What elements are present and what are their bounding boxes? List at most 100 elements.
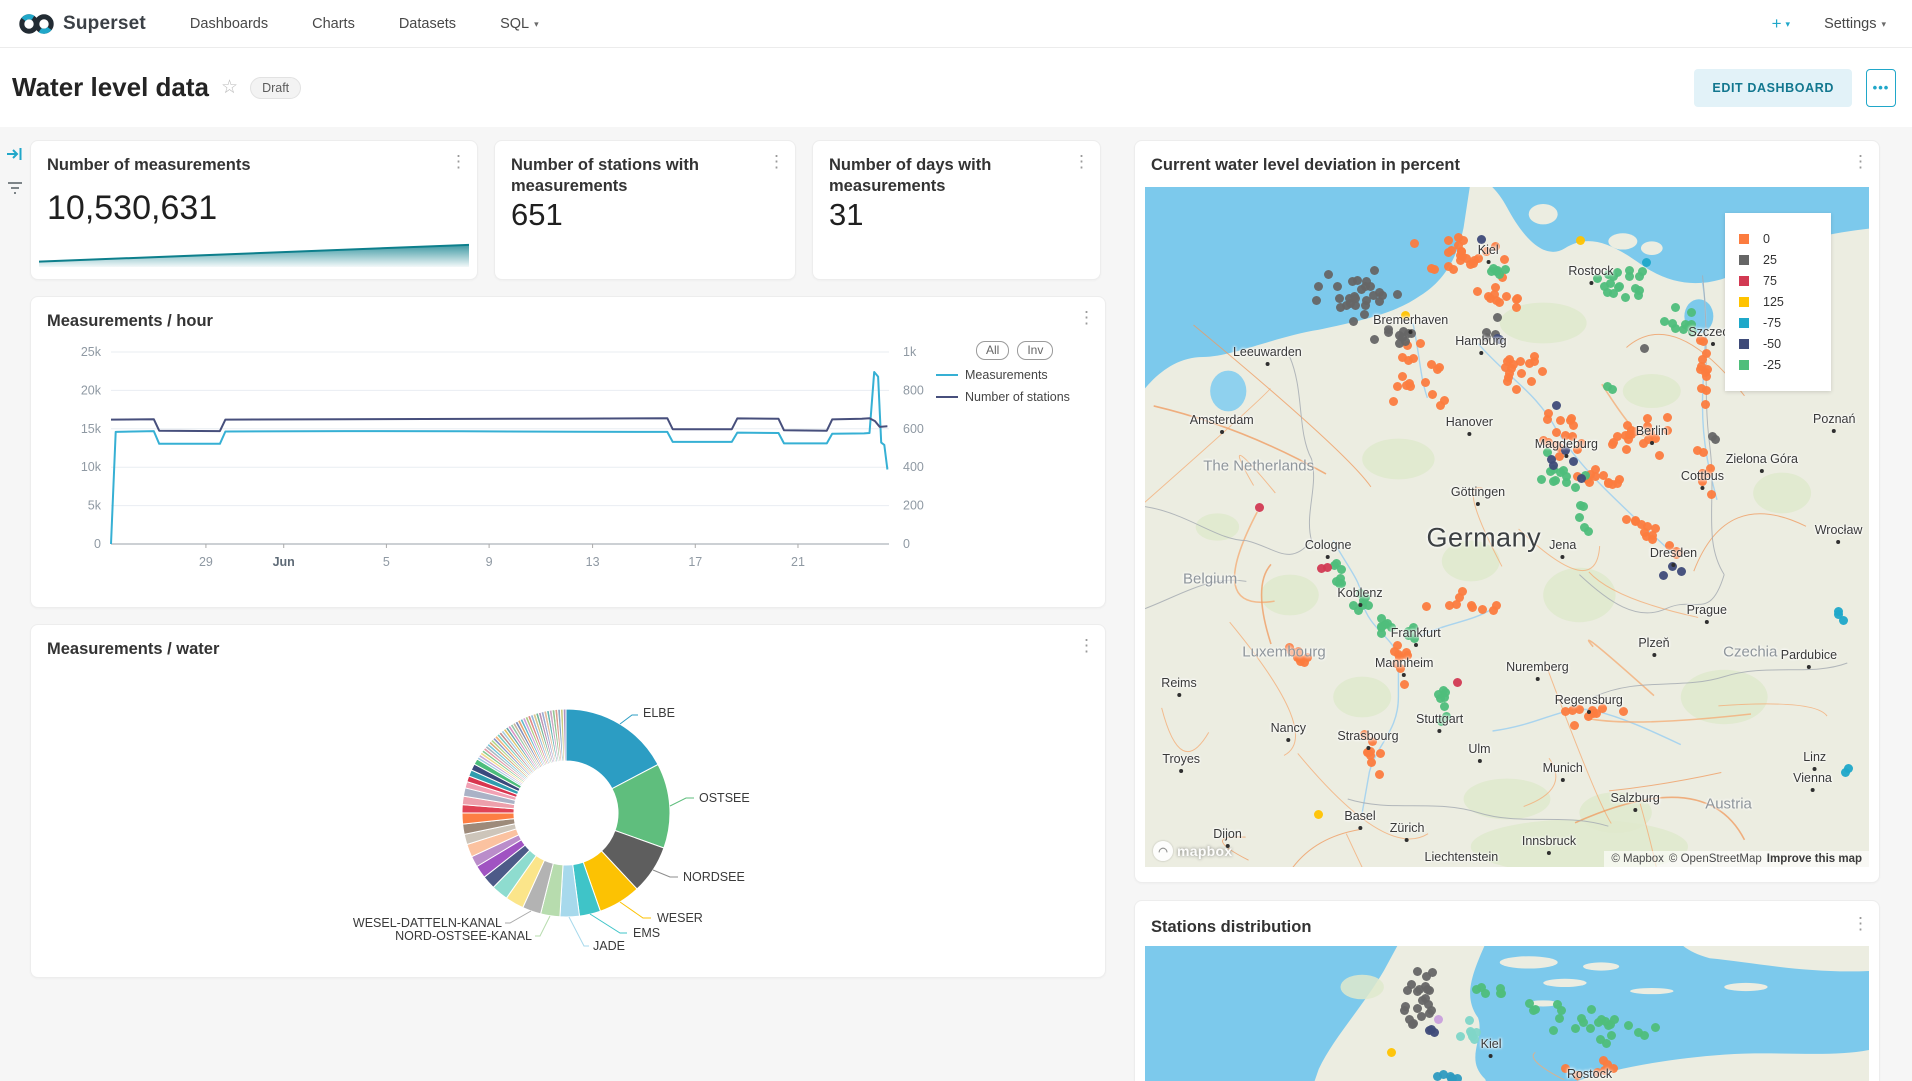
station-dot bbox=[1570, 720, 1580, 730]
filter-funnel-icon[interactable] bbox=[6, 180, 24, 196]
card-menu-kebab-icon[interactable]: ⋮ bbox=[1078, 308, 1095, 327]
map-base-layer bbox=[1145, 946, 1869, 1081]
donut-label-elbe: ELBE bbox=[643, 706, 675, 720]
svg-text:21: 21 bbox=[791, 555, 805, 569]
station-dot bbox=[1482, 332, 1492, 342]
station-dot bbox=[1500, 255, 1510, 265]
station-dot bbox=[1400, 679, 1410, 689]
station-dot bbox=[1336, 302, 1346, 312]
station-dot bbox=[1421, 972, 1431, 982]
legend-value: 0 bbox=[1763, 232, 1770, 246]
station-dot bbox=[1395, 338, 1405, 348]
station-dot bbox=[1336, 574, 1346, 584]
expand-filter-bar-icon[interactable] bbox=[6, 146, 24, 162]
more-options-button[interactable]: ••• bbox=[1866, 68, 1896, 107]
card-menu-kebab-icon[interactable]: ⋮ bbox=[1852, 914, 1869, 933]
donut-slice[interactable] bbox=[562, 708, 567, 762]
station-dot bbox=[1360, 309, 1370, 319]
station-dot bbox=[1697, 384, 1707, 394]
header-actions: EDIT DASHBOARD ••• bbox=[1694, 68, 1896, 107]
station-dot bbox=[1650, 1022, 1660, 1032]
station-dot bbox=[1600, 1065, 1610, 1075]
mapbox-logo-icon: ◠ bbox=[1153, 841, 1173, 861]
caret-down-icon: ▾ bbox=[1881, 19, 1886, 29]
attribution-mapbox[interactable]: © Mapbox bbox=[1611, 853, 1664, 865]
station-dot bbox=[1554, 452, 1564, 462]
station-dot bbox=[1480, 988, 1490, 998]
station-dot bbox=[1495, 269, 1505, 279]
kpi-card-stations: Number of stations with measurements ⋮ 6… bbox=[494, 140, 796, 280]
superset-logo[interactable]: Superset bbox=[18, 11, 146, 37]
station-dot bbox=[1412, 966, 1422, 976]
kpi-card-measurements: Number of measurements ⋮ 10,530,631 bbox=[30, 140, 478, 280]
station-dot bbox=[1635, 285, 1645, 295]
stations-map[interactable]: KielRostockBremerhaven bbox=[1145, 946, 1869, 1081]
station-dot bbox=[1491, 601, 1501, 611]
legend-swatch bbox=[936, 374, 958, 376]
station-dot bbox=[1569, 420, 1579, 430]
nav-item-datasets[interactable]: Datasets bbox=[399, 16, 456, 32]
station-dot bbox=[1561, 706, 1571, 716]
station-dot bbox=[1404, 631, 1414, 641]
station-dot bbox=[1701, 386, 1711, 396]
station-dot bbox=[1663, 412, 1673, 422]
card-menu-kebab-icon[interactable]: ⋮ bbox=[768, 152, 785, 171]
kpi-value: 31 bbox=[829, 197, 864, 232]
station-dot bbox=[1365, 282, 1375, 292]
map-legend-row: 25 bbox=[1739, 253, 1819, 267]
station-dot bbox=[1348, 277, 1358, 287]
legend-item[interactable]: Number of stations bbox=[936, 390, 1104, 404]
nav-item-sql[interactable]: SQL ▾ bbox=[500, 16, 539, 32]
station-dot bbox=[1370, 266, 1380, 276]
measurements-per-water-card: Measurements / water ⋮ ELBE OSTSEE NORDSEE… bbox=[30, 624, 1106, 978]
chart-title: Current water level deviation in percent bbox=[1151, 156, 1461, 174]
station-dot bbox=[1501, 291, 1511, 301]
station-dot bbox=[1623, 1020, 1633, 1030]
station-dot bbox=[1496, 983, 1506, 993]
station-dot bbox=[1567, 431, 1577, 441]
deviation-map[interactable]: The Netherlands Belgium Luxembourg Germany C… bbox=[1145, 187, 1869, 867]
station-dot bbox=[1550, 475, 1560, 485]
station-dot bbox=[1489, 606, 1499, 616]
station-dot bbox=[1698, 469, 1708, 479]
card-menu-kebab-icon[interactable]: ⋮ bbox=[1073, 152, 1090, 171]
station-dot bbox=[1585, 469, 1595, 479]
nav-item-dashboards[interactable]: Dashboards bbox=[190, 16, 268, 32]
kpi-value: 10,530,631 bbox=[47, 189, 218, 227]
station-dot bbox=[1477, 982, 1487, 992]
station-dot bbox=[1543, 447, 1553, 457]
station-dot bbox=[1426, 360, 1436, 370]
attribution-osm[interactable]: © OpenStreetMap bbox=[1668, 853, 1762, 865]
edit-dashboard-button[interactable]: EDIT DASHBOARD bbox=[1694, 68, 1852, 107]
nav-item-label: SQL bbox=[500, 15, 530, 32]
station-dot bbox=[1525, 999, 1535, 1009]
mapbox-logo[interactable]: ◠ mapbox bbox=[1153, 841, 1232, 861]
station-dot bbox=[1332, 558, 1342, 568]
nav-item-charts[interactable]: Charts bbox=[312, 16, 355, 32]
card-menu-kebab-icon[interactable]: ⋮ bbox=[1078, 636, 1095, 655]
new-button[interactable]: + ▾ bbox=[1772, 14, 1790, 34]
legend-button-inv[interactable]: Inv bbox=[1017, 341, 1054, 360]
legend-value: -75 bbox=[1763, 316, 1782, 330]
map-legend-row: -25 bbox=[1739, 358, 1819, 372]
donut-label-weser: WESER bbox=[657, 911, 703, 925]
card-menu-kebab-icon[interactable]: ⋮ bbox=[450, 152, 467, 171]
settings-menu[interactable]: Settings ▾ bbox=[1824, 16, 1886, 32]
svg-text:1k: 1k bbox=[903, 345, 917, 359]
favorite-star-icon[interactable]: ☆ bbox=[221, 77, 239, 98]
station-dot bbox=[1293, 647, 1303, 657]
station-dot bbox=[1446, 245, 1456, 255]
legend-item[interactable]: Measurements bbox=[936, 368, 1104, 382]
improve-this-map-link[interactable]: Improve this map bbox=[1766, 853, 1862, 865]
svg-text:13: 13 bbox=[586, 555, 600, 569]
svg-text:5: 5 bbox=[383, 555, 390, 569]
station-dot bbox=[1399, 1006, 1409, 1016]
kpi-title: Number of stations with measurements bbox=[511, 156, 699, 196]
legend-button-all[interactable]: All bbox=[976, 341, 1010, 360]
station-dot bbox=[1368, 291, 1378, 301]
station-dot bbox=[1626, 429, 1636, 439]
station-dot bbox=[1542, 415, 1552, 425]
card-menu-kebab-icon[interactable]: ⋮ bbox=[1852, 152, 1869, 171]
svg-text:5k: 5k bbox=[88, 499, 102, 513]
station-dot bbox=[1636, 519, 1646, 529]
